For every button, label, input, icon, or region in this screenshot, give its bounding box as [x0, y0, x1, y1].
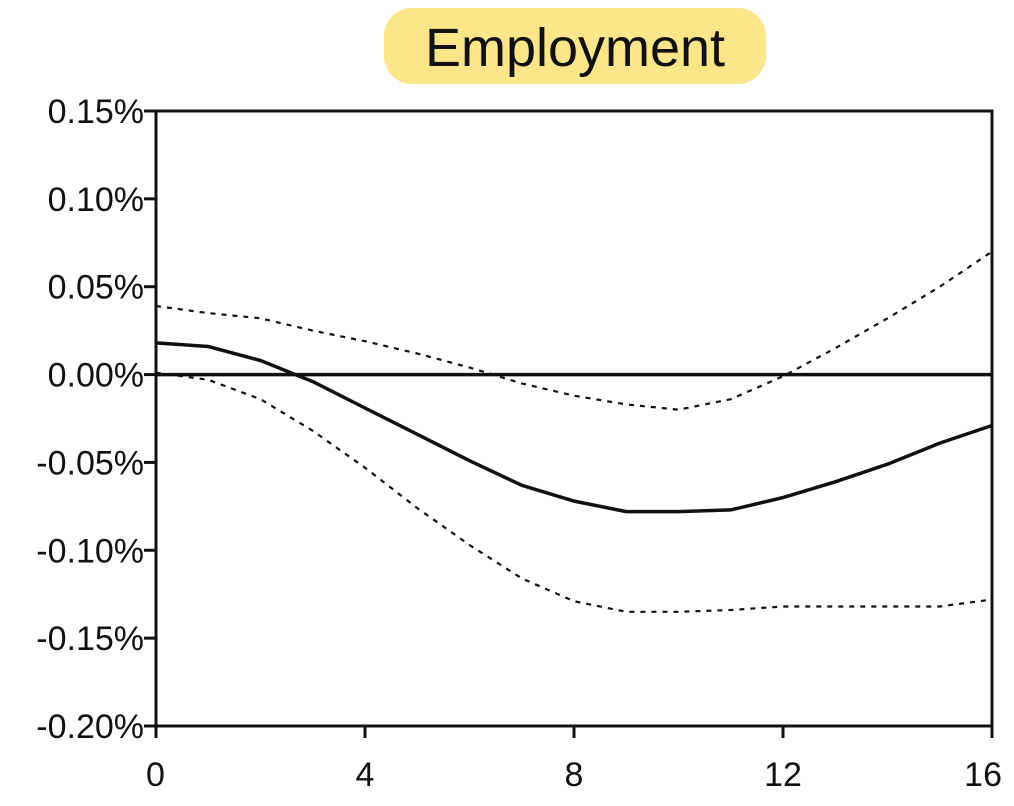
chart-title-group: Employment: [384, 8, 766, 84]
x-tick-label: 12: [764, 756, 802, 794]
y-tick-label: 0.00%: [48, 357, 144, 395]
chart-title: Employment: [425, 18, 725, 78]
y-tick-label: -0.15%: [36, 620, 144, 658]
series-line-estimate: [155, 341, 993, 514]
series-line-band-2: [155, 371, 993, 613]
x-tick-label: 0: [146, 756, 165, 794]
y-tick-label: -0.10%: [36, 532, 144, 570]
y-tick-label: 0.05%: [48, 269, 144, 307]
title-highlight: [384, 8, 766, 84]
x-tick-label: 16: [964, 756, 1002, 794]
series-line-band-1: [155, 250, 993, 411]
y-tick-label: 0.15%: [48, 93, 144, 131]
plot-frame: [154, 109, 994, 728]
y-tick-label: -0.20%: [36, 708, 144, 746]
y-axis: 0.15% 0.10% 0.05% 0.00% -0.05% -0.10% -0.15% -0…: [36, 93, 156, 746]
x-tick-label: 8: [565, 756, 584, 794]
x-tick-label: 4: [356, 756, 375, 794]
y-tick-label: -0.05%: [36, 444, 144, 482]
x-axis: 0 4 8 12 16: [146, 726, 1002, 794]
y-tick-label: 0.10%: [48, 181, 144, 219]
series-layer: [155, 250, 993, 613]
